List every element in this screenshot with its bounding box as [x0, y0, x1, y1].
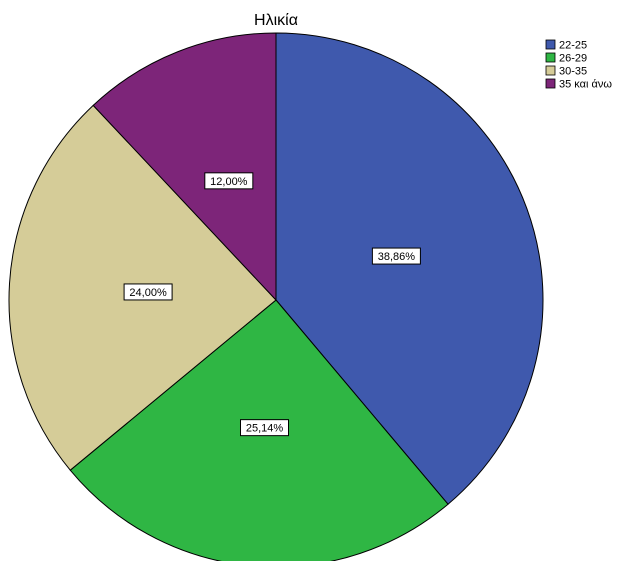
data-label-box	[371, 247, 421, 265]
legend-label: 30-35	[559, 66, 587, 78]
pie-slices	[8, 32, 544, 561]
data-label-text: 38,86%	[378, 251, 416, 263]
legend-item-2: 26-29	[545, 52, 587, 65]
chart-title: Ηλικία	[254, 12, 298, 29]
data-label-box	[123, 283, 173, 301]
data-label-1: 38,86%	[371, 247, 421, 265]
data-label-2: 25,14%	[240, 419, 290, 437]
data-label-text: 12,00%	[210, 176, 248, 188]
data-label-box	[204, 172, 254, 190]
pie-data-labels: 38,86% 25,14% 24,00% 12,00%	[123, 172, 421, 437]
data-label-text: 25,14%	[246, 423, 284, 435]
data-label-3: 24,00%	[123, 283, 173, 301]
legend-item-3: 30-35	[545, 65, 587, 78]
data-label-4: 12,00%	[204, 172, 254, 190]
pie-slice-1-22-25	[275, 32, 544, 505]
pie-slice-4-35	[92, 32, 277, 302]
legend-swatch	[545, 52, 556, 63]
legend-item-4: 35 και άνω	[545, 78, 612, 91]
legend-label: 26-29	[559, 53, 587, 65]
data-label-text: 24,00%	[129, 287, 167, 299]
data-label-box	[240, 419, 290, 437]
legend-item-1: 22-25	[545, 39, 587, 52]
legend-swatch	[545, 78, 556, 89]
legend-label: 22-25	[559, 40, 587, 52]
legend-label: 35 και άνω	[559, 79, 612, 91]
legend-swatch	[545, 39, 556, 50]
legend-swatch	[545, 65, 556, 76]
